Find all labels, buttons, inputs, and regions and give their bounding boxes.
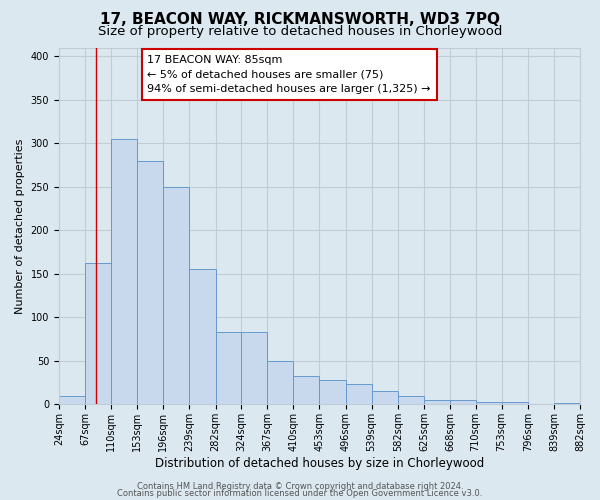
Bar [111,139,137,404]
Text: 17 BEACON WAY: 85sqm
← 5% of detached houses are smaller (75)
94% of semi-detach: 17 BEACON WAY: 85sqm ← 5% of detached ho… [148,54,431,94]
Y-axis label: Number of detached properties: Number of detached properties [15,138,25,314]
Bar [450,400,476,404]
Text: Size of property relative to detached houses in Chorleywood: Size of property relative to detached ho… [98,25,502,38]
Bar [59,396,85,404]
Bar [398,396,424,404]
Text: Contains public sector information licensed under the Open Government Licence v3: Contains public sector information licen… [118,489,482,498]
Bar [346,384,371,404]
Bar [137,160,163,404]
Text: Contains HM Land Registry data © Crown copyright and database right 2024.: Contains HM Land Registry data © Crown c… [137,482,463,491]
Bar [267,361,293,405]
Bar [319,380,346,404]
Text: 17, BEACON WAY, RICKMANSWORTH, WD3 7PQ: 17, BEACON WAY, RICKMANSWORTH, WD3 7PQ [100,12,500,28]
Bar [241,332,267,404]
Bar [85,262,111,404]
Bar [293,376,319,404]
Bar [502,402,528,404]
Bar [215,332,242,404]
Bar [371,392,398,404]
Bar [190,270,215,404]
Bar [424,400,450,404]
Bar [476,402,502,404]
Bar [163,187,190,404]
X-axis label: Distribution of detached houses by size in Chorleywood: Distribution of detached houses by size … [155,457,484,470]
Bar [554,402,580,404]
